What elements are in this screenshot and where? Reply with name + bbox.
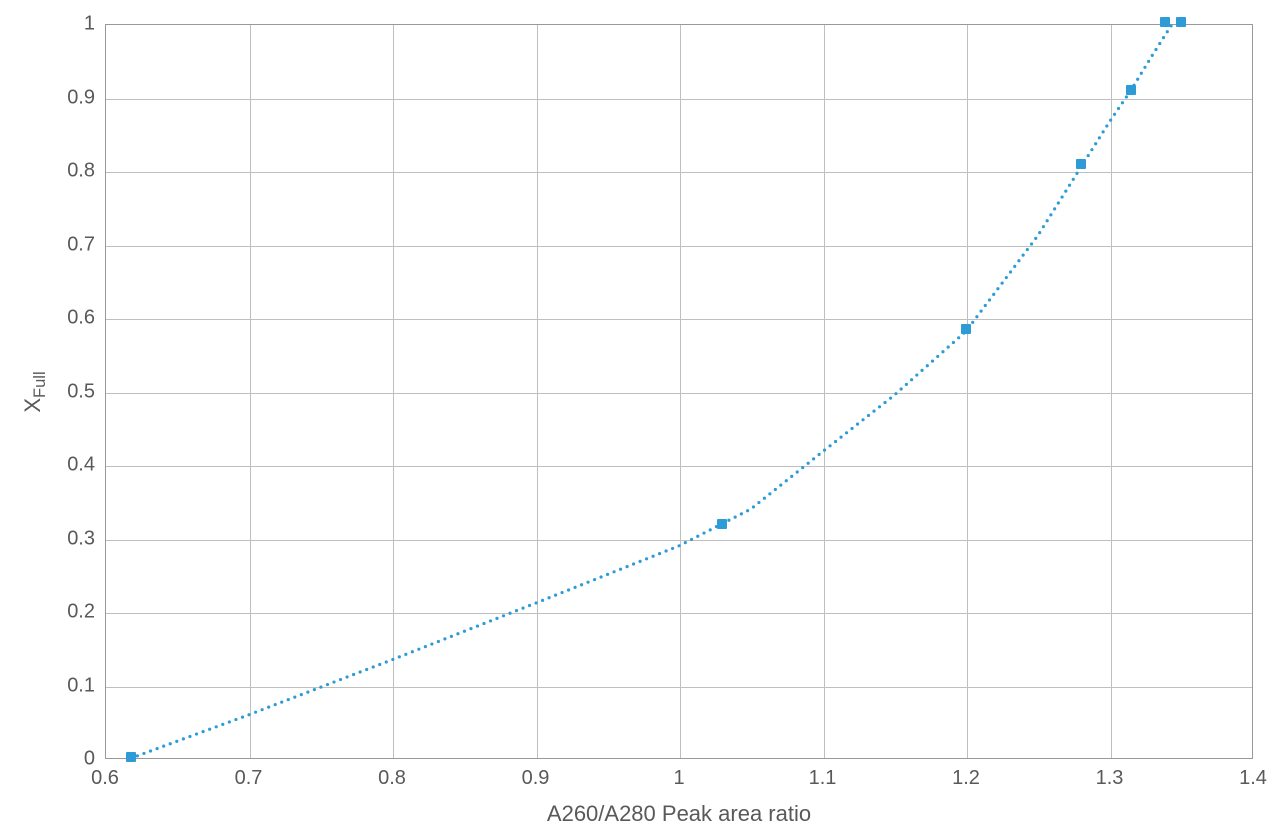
x-tick-label: 1.4 <box>1239 767 1267 790</box>
grid-line-horizontal <box>106 540 1252 541</box>
grid-line-vertical <box>1111 25 1112 758</box>
grid-line-vertical <box>250 25 251 758</box>
data-point-marker <box>1126 85 1136 95</box>
grid-line-vertical <box>393 25 394 758</box>
data-point-marker <box>961 324 971 334</box>
grid-line-vertical <box>680 25 681 758</box>
plot-area <box>105 24 1253 759</box>
x-tick-label: 0.6 <box>91 767 119 790</box>
y-tick-label: 0.2 <box>67 601 95 624</box>
y-tick-label: 0.7 <box>67 233 95 256</box>
y-tick-label: 0.6 <box>67 307 95 330</box>
data-point-marker <box>1076 159 1086 169</box>
x-tick-label: 1.2 <box>952 767 980 790</box>
y-tick-label: 0.3 <box>67 527 95 550</box>
chart-container: A260/A280 Peak area ratio XFull 0.6 0.7 0.… <box>0 0 1280 833</box>
data-point-marker <box>126 752 136 762</box>
x-tick-label: 1.1 <box>809 767 837 790</box>
y-tick-label: 0.1 <box>67 674 95 697</box>
grid-line-horizontal <box>106 687 1252 688</box>
y-tick-label: 0.4 <box>67 454 95 477</box>
x-tick-label: 1.3 <box>1096 767 1124 790</box>
x-axis-label: A260/A280 Peak area ratio <box>547 801 811 827</box>
x-tick-label: 0.9 <box>522 767 550 790</box>
grid-line-horizontal <box>106 172 1252 173</box>
data-point-marker <box>1176 17 1186 27</box>
grid-line-horizontal <box>106 393 1252 394</box>
x-tick-label: 0.8 <box>378 767 406 790</box>
data-point-marker <box>1160 17 1170 27</box>
x-tick-label: 0.7 <box>235 767 263 790</box>
grid-line-vertical <box>537 25 538 758</box>
grid-line-horizontal <box>106 613 1252 614</box>
grid-line-horizontal <box>106 246 1252 247</box>
y-tick-label: 0.9 <box>67 86 95 109</box>
grid-line-vertical <box>967 25 968 758</box>
y-tick-label: 1 <box>84 13 95 36</box>
y-tick-label: 0.5 <box>67 380 95 403</box>
grid-line-vertical <box>824 25 825 758</box>
data-point-marker <box>717 519 727 529</box>
grid-line-horizontal <box>106 466 1252 467</box>
grid-line-horizontal <box>106 99 1252 100</box>
y-axis-label: XFull <box>20 371 50 412</box>
y-tick-label: 0.8 <box>67 160 95 183</box>
grid-line-horizontal <box>106 319 1252 320</box>
x-tick-label: 1 <box>673 767 684 790</box>
y-tick-label: 0 <box>84 748 95 771</box>
